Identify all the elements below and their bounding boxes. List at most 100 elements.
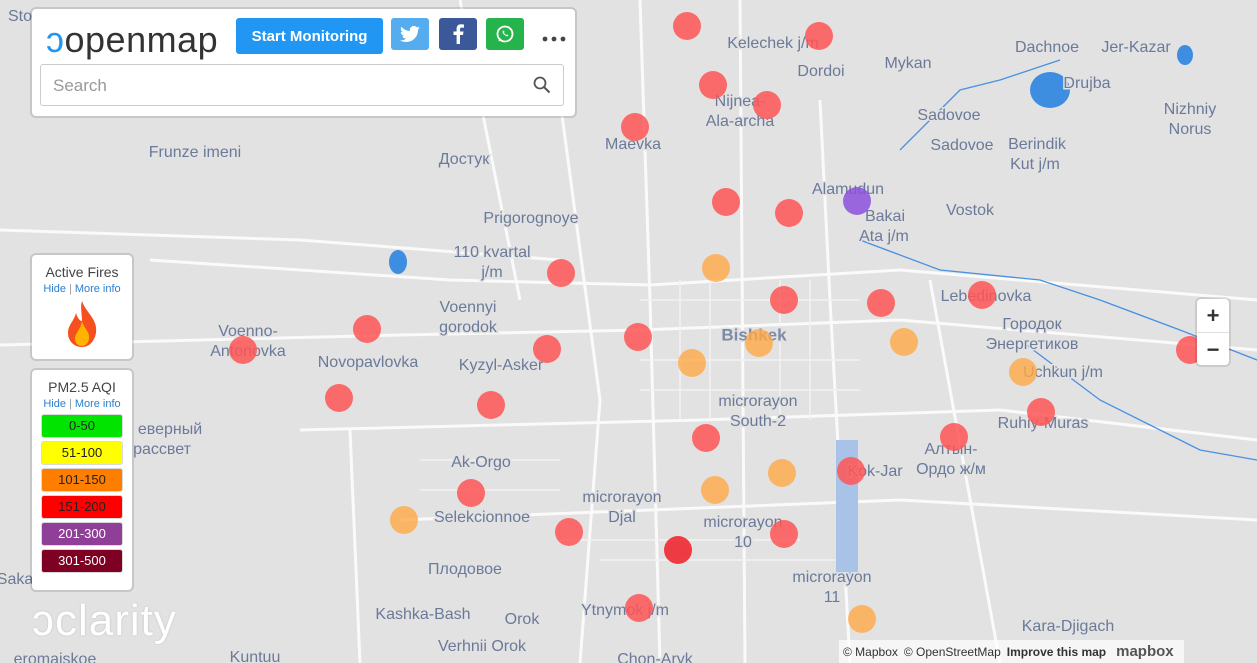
aqi-marker[interactable] — [533, 335, 561, 363]
aqi-links: Hide | More info — [32, 398, 132, 410]
aqi-marker[interactable] — [940, 423, 968, 451]
place-label: Norus — [1169, 121, 1212, 138]
attribution-mapbox[interactable]: © Mapbox — [843, 644, 898, 659]
place-label: Плодовое — [428, 561, 502, 578]
aqi-marker[interactable] — [664, 536, 692, 564]
place-label: Mykan — [884, 55, 931, 72]
hide-link[interactable]: Hide — [43, 398, 66, 410]
place-label: Kara-Djigach — [1022, 618, 1114, 635]
aqi-marker[interactable] — [843, 187, 871, 215]
aqi-marker[interactable] — [457, 479, 485, 507]
aqi-level: 201-300 — [42, 523, 122, 545]
more-info-link[interactable]: More info — [74, 283, 121, 295]
improve-map-link[interactable]: Improve this map — [1006, 644, 1107, 659]
aqi-level: 0-50 — [42, 415, 122, 437]
place-label: Prigorognoye — [483, 210, 578, 227]
place-label: microrayon — [703, 514, 782, 531]
mapbox-logo[interactable]: mapbox — [1116, 643, 1174, 660]
aqi-marker[interactable] — [770, 520, 798, 548]
aqi-marker[interactable] — [547, 259, 575, 287]
aqi-marker[interactable] — [621, 113, 649, 141]
place-label: Uchkun j/m — [1023, 364, 1103, 381]
place-label: Kuntuu — [230, 649, 281, 663]
top-bar: ↄopenmap Start Monitoring Search — [32, 9, 575, 116]
more-info-link[interactable]: More info — [74, 398, 121, 410]
zoom-out[interactable]: − — [1206, 336, 1220, 362]
place-label: Saka — [0, 571, 33, 588]
place-label: Ala-archa — [706, 113, 775, 130]
aqi-marker[interactable] — [745, 329, 773, 357]
place-label: Frunze imeni — [149, 144, 241, 161]
place-label: Drujba — [1063, 75, 1110, 92]
aqi-marker[interactable] — [625, 594, 653, 622]
aqi-marker[interactable] — [555, 518, 583, 546]
aqi-marker[interactable] — [867, 289, 895, 317]
place-label: microrayon — [792, 569, 871, 586]
aqi-marker[interactable] — [229, 336, 257, 364]
aqi-marker[interactable] — [770, 286, 798, 314]
place-label: Vostok — [946, 202, 995, 219]
place-label: Nizhniy — [1164, 101, 1216, 118]
aqi-marker[interactable] — [968, 281, 996, 309]
twitter-icon — [400, 26, 420, 42]
place-label: South-2 — [730, 413, 786, 430]
aqi-marker[interactable] — [768, 459, 796, 487]
aqi-marker[interactable] — [673, 12, 701, 40]
place-label: Ордо ж/м — [916, 461, 986, 478]
aqi-marker[interactable] — [753, 91, 781, 119]
aqi-marker[interactable] — [1027, 398, 1055, 426]
aqi-marker[interactable] — [775, 199, 803, 227]
brand-text: clarity — [55, 596, 177, 645]
aqi-marker[interactable] — [890, 328, 918, 356]
more-menu[interactable] — [542, 36, 566, 42]
aqi-marker[interactable] — [805, 22, 833, 50]
aqi-marker[interactable] — [701, 476, 729, 504]
aqi-marker[interactable] — [702, 254, 730, 282]
facebook-icon — [453, 24, 464, 44]
aqi-panel: PM2.5 AQI Hide | More info 0-50 51-100 101-1… — [32, 370, 132, 590]
separator: | — [68, 398, 72, 410]
twitter-button[interactable] — [391, 18, 429, 50]
brand-mark: ↄ — [32, 596, 55, 645]
aqi-marker[interactable] — [837, 457, 865, 485]
search-box[interactable]: Search — [40, 64, 564, 106]
search-icon[interactable] — [533, 76, 551, 94]
place-label: Kashka-Bash — [375, 606, 470, 623]
attribution-osm[interactable]: © OpenStreetMap — [903, 644, 1001, 659]
aqi-marker[interactable] — [699, 71, 727, 99]
aqi-marker[interactable] — [624, 323, 652, 351]
logo[interactable]: ↄopenmap — [46, 19, 219, 60]
clarity-brand: ↄclarity — [32, 596, 177, 646]
place-label: Dachnoe — [1015, 39, 1079, 56]
aqi-levels: 0-50 51-100 101-150 151-200 201-300 301-500 — [32, 415, 132, 572]
aqi-marker[interactable] — [1009, 358, 1037, 386]
place-label: Достук — [439, 151, 490, 168]
place-label: 110 kvartal — [453, 244, 530, 261]
start-monitoring-button[interactable]: Start Monitoring — [236, 18, 383, 54]
place-label: Kyzyl-Asker — [459, 357, 544, 374]
place-label: Bakai — [865, 208, 905, 225]
aqi-marker[interactable] — [353, 315, 381, 343]
logo-text: openmap — [64, 19, 219, 60]
aqi-title: PM2.5 AQI — [48, 379, 116, 395]
aqi-marker[interactable] — [477, 391, 505, 419]
aqi-marker[interactable] — [678, 349, 706, 377]
aqi-marker[interactable] — [325, 384, 353, 412]
aqi-marker[interactable] — [692, 424, 720, 452]
place-label: Verhnii Orok — [438, 638, 527, 655]
aqi-level: 301-500 — [42, 550, 122, 572]
aqi-marker[interactable] — [390, 506, 418, 534]
aqi-level: 51-100 — [42, 442, 122, 464]
aqi-marker[interactable] — [712, 188, 740, 216]
aqi-markers — [229, 12, 1204, 633]
facebook-button[interactable] — [439, 18, 477, 50]
fires-panel: Active Fires Hide | More info — [32, 255, 132, 359]
aqi-marker[interactable] — [848, 605, 876, 633]
whatsapp-button[interactable] — [486, 18, 524, 50]
place-label: 11 — [824, 589, 841, 606]
zoom-in[interactable]: + — [1197, 299, 1229, 333]
place-label: Chon-Aryk — [617, 651, 694, 663]
hide-link[interactable]: Hide — [43, 283, 66, 295]
place-label: Sadovoe — [930, 137, 993, 154]
